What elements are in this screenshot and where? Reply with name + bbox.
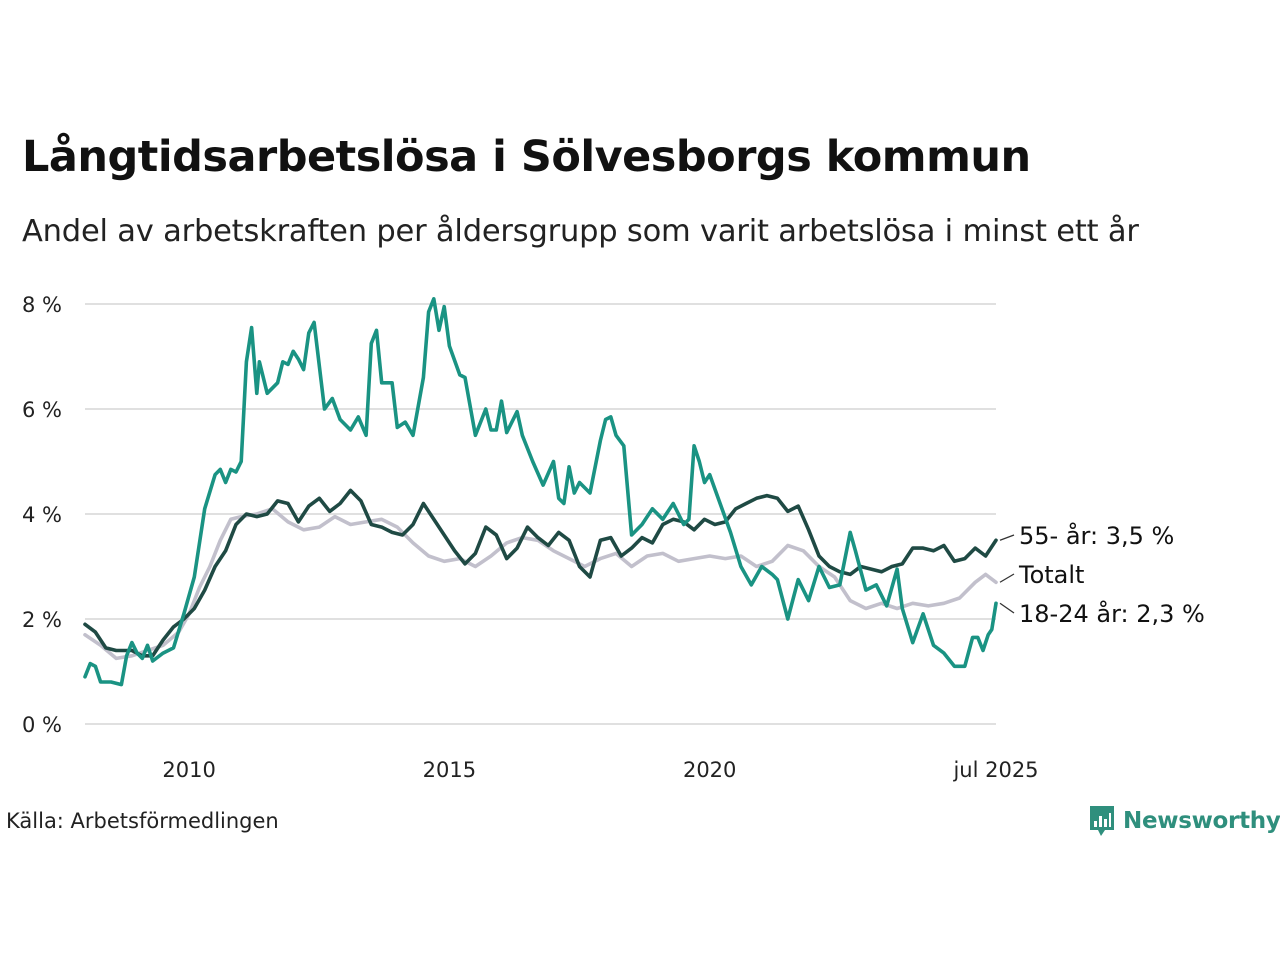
series-line-s55 bbox=[83, 488, 998, 658]
end-label-s55: 55- år: 3,5 % bbox=[1019, 521, 1174, 550]
end-labels: Totalt 55- år: 3,5 % 18-24 år: 2,3 % bbox=[999, 521, 1205, 628]
series-line-total bbox=[83, 507, 998, 661]
x-tick-label: 2010 bbox=[162, 758, 215, 782]
chart-subtitle: Andel av arbetskraften per åldersgrupp s… bbox=[22, 214, 1139, 249]
leader-line-s55 bbox=[999, 534, 1015, 541]
line-chart: 0 % 2 % 4 % 6 % 8 % 2010 2015 2020 jul 2025 Tot… bbox=[22, 293, 1205, 782]
leader-line-total bbox=[999, 573, 1015, 583]
series-lines bbox=[83, 297, 998, 687]
y-tick-label: 0 % bbox=[22, 713, 62, 737]
y-tick-label: 6 % bbox=[22, 398, 62, 422]
y-axis-ticks: 0 % 2 % 4 % 6 % 8 % bbox=[22, 293, 62, 737]
brand-name: Newsworthy bbox=[1123, 808, 1280, 834]
x-axis-ticks: 2010 2015 2020 jul 2025 bbox=[162, 758, 1038, 782]
y-tick-label: 2 % bbox=[22, 608, 62, 632]
newsworthy-logo-icon bbox=[1090, 806, 1114, 836]
y-tick-label: 4 % bbox=[22, 503, 62, 527]
end-label-s1824: 18-24 år: 2,3 % bbox=[1019, 599, 1205, 628]
brand-logo: Newsworthy bbox=[1088, 804, 1280, 838]
leader-line-s1824 bbox=[999, 602, 1015, 614]
x-tick-label: 2015 bbox=[423, 758, 476, 782]
end-label-total: Totalt bbox=[1018, 561, 1084, 589]
chart-title: Långtidsarbetslösa i Sölvesborgs kommun bbox=[22, 132, 1031, 182]
x-tick-label: 2020 bbox=[683, 758, 736, 782]
series-line-s1824 bbox=[83, 297, 998, 687]
y-tick-label: 8 % bbox=[22, 293, 62, 317]
source-note: Källa: Arbetsförmedlingen bbox=[6, 809, 279, 833]
grid-lines bbox=[85, 303, 996, 725]
x-tick-label: jul 2025 bbox=[952, 758, 1038, 782]
